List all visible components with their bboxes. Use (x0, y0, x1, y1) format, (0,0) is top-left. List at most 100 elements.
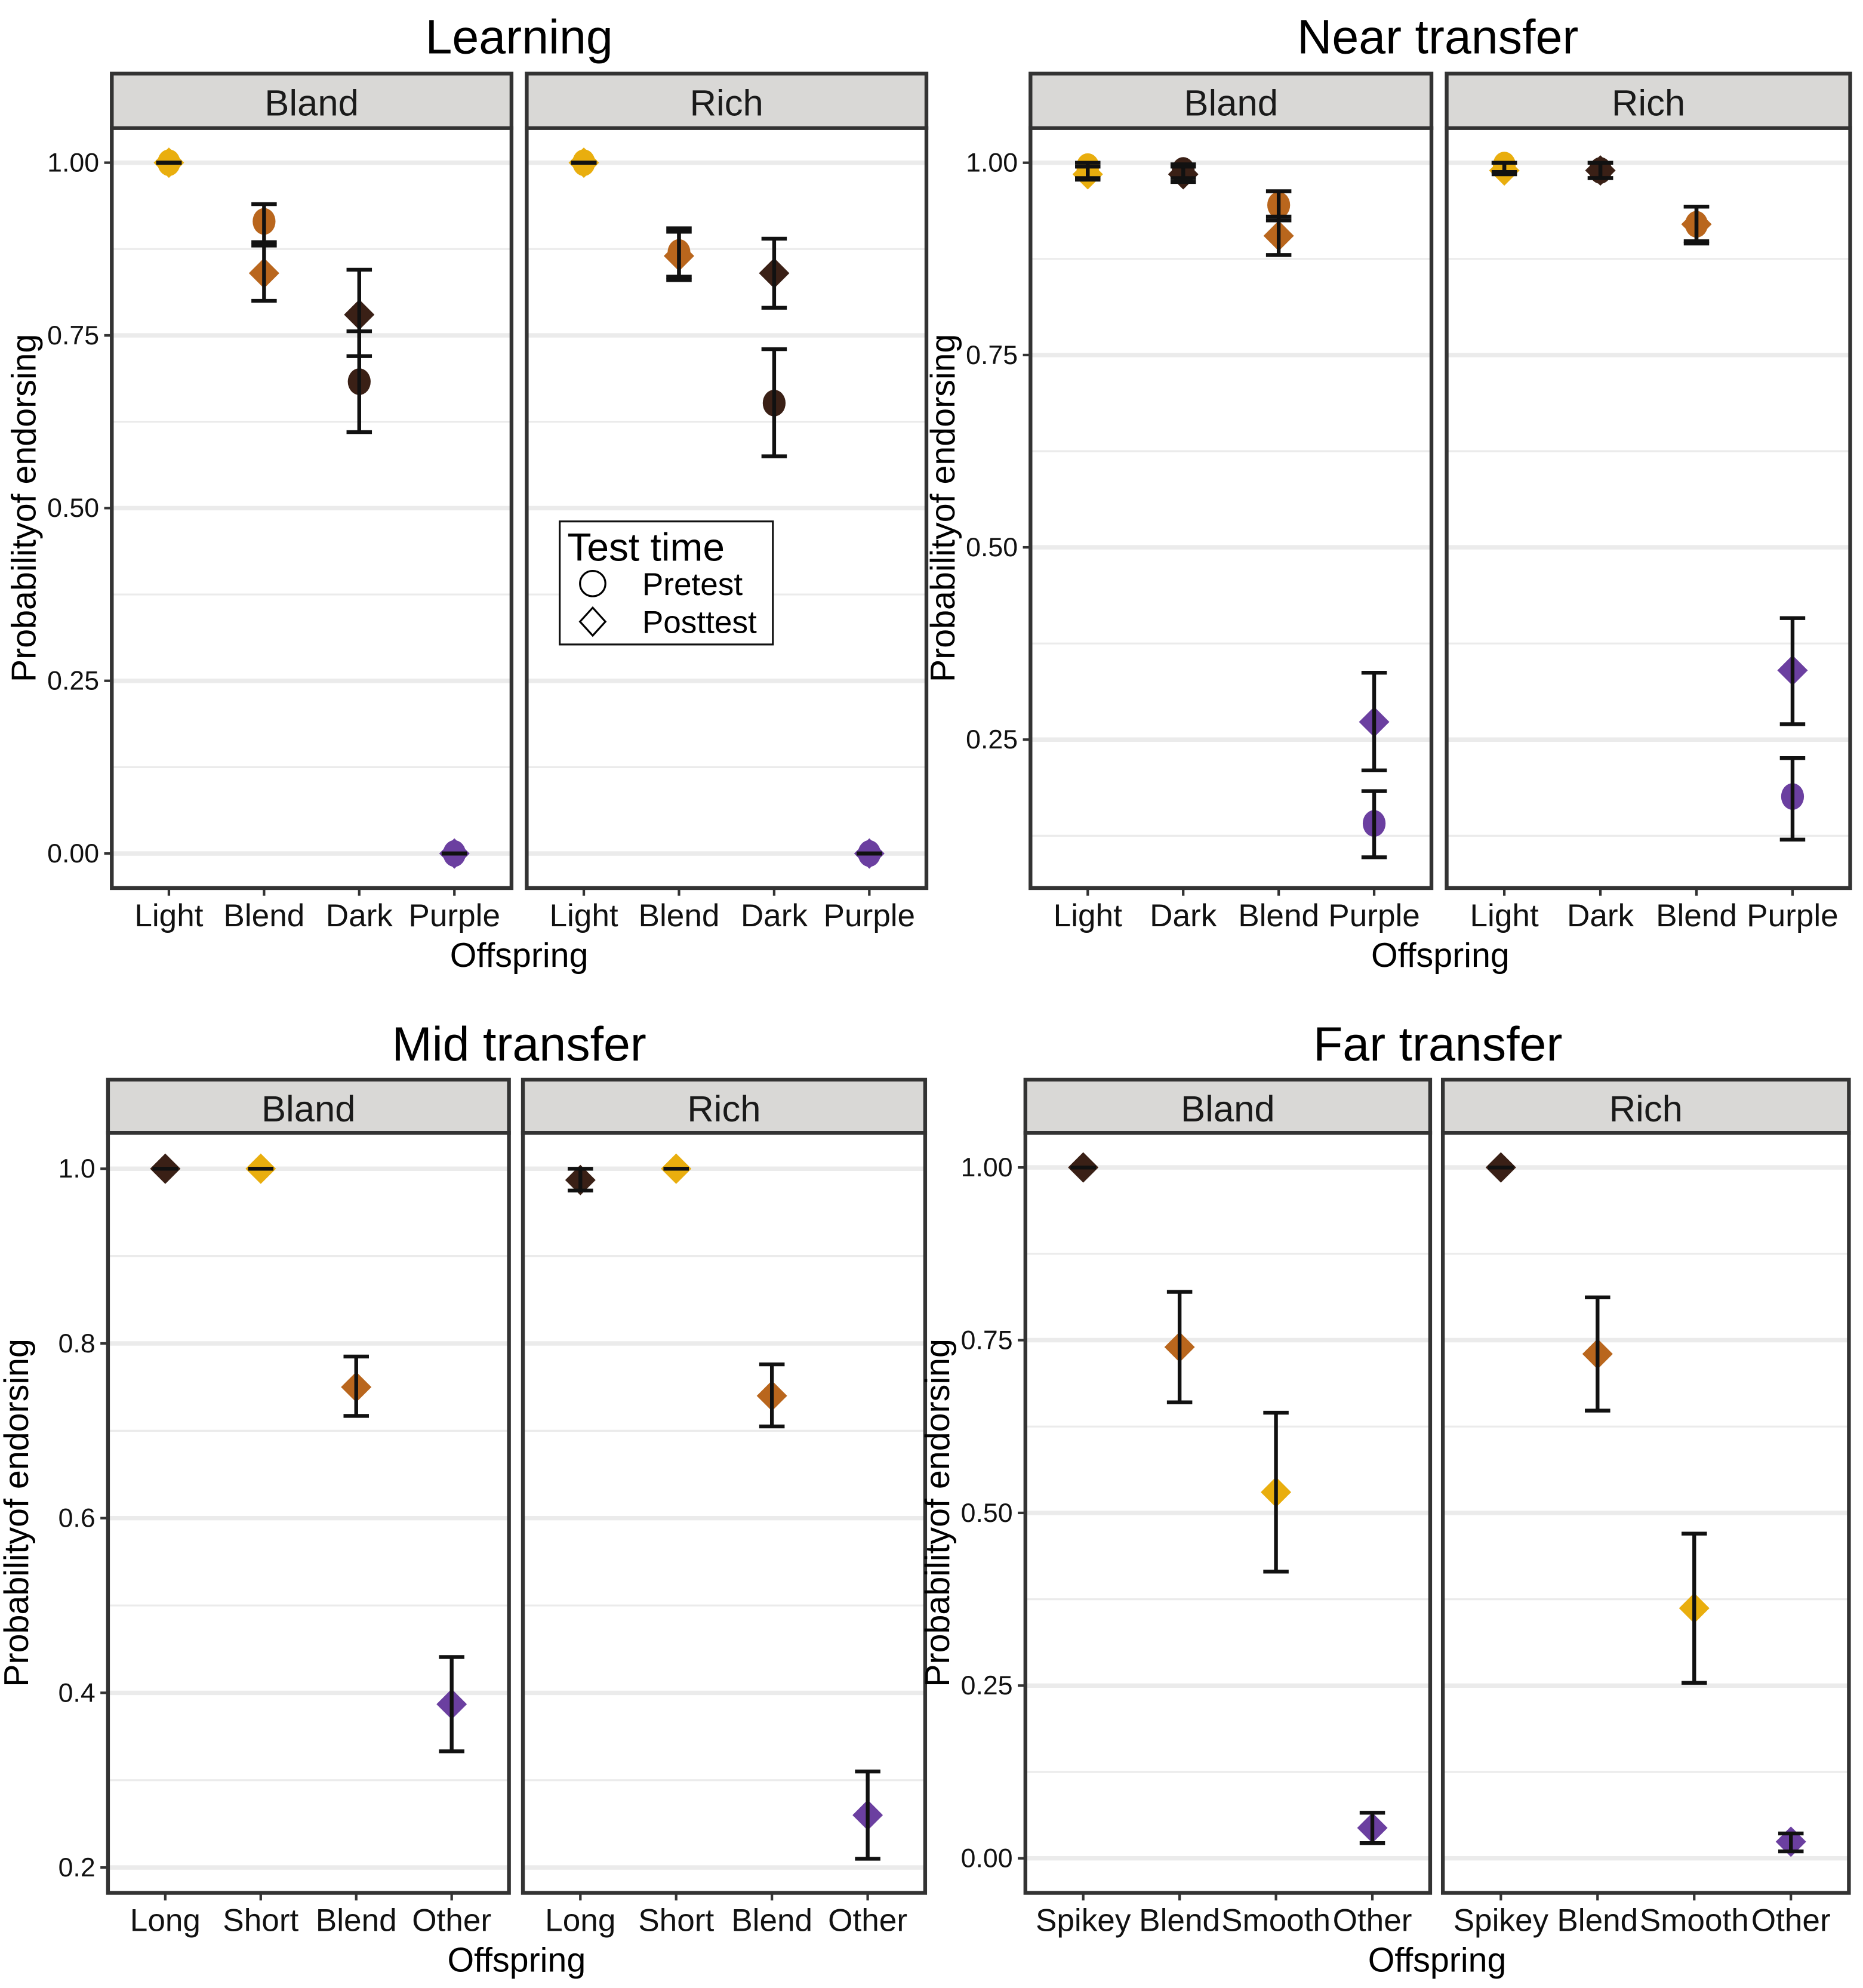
y-axis-label: Probabilityof endorsing (919, 1339, 957, 1687)
y-tick-label: 1.00 (47, 148, 99, 177)
x-tick-label: Blend (1656, 898, 1737, 933)
x-tick-label: Blend (731, 1903, 812, 1938)
error-bar-posttest-dark (761, 236, 787, 310)
facet-strip (525, 72, 929, 130)
x-tick-label: Short (223, 1903, 298, 1938)
y-tick-label: 0.4 (58, 1678, 96, 1707)
y-tick-label: 0.25 (961, 1671, 1013, 1700)
error-bar-posttest-purple (1779, 616, 1806, 726)
facet-strip (1029, 72, 1434, 130)
legend-box (559, 520, 774, 646)
x-tick-label: Blend (223, 898, 304, 933)
error-bar-posttest-blend (759, 1362, 785, 1429)
x-tick-label: Purple (1328, 898, 1420, 933)
x-tick-label: Spikey (1036, 1903, 1131, 1938)
panel-border (1023, 1131, 1433, 1895)
y-axis-label: Probabilityof endorsing (924, 334, 962, 683)
x-tick-label: Other (1751, 1903, 1831, 1938)
facet-panel-rich: Rich Long Short Blend Other (521, 1077, 928, 1938)
x-tick-label: Long (130, 1903, 201, 1938)
x-tick-label: Purple (408, 898, 500, 933)
error-bar-posttest-dark (1587, 161, 1613, 180)
facet-strip-label: Rich (690, 82, 763, 124)
x-tick-label: Dark (326, 898, 393, 933)
x-tick-label: Other (828, 1903, 907, 1938)
error-bar-posttest-long (568, 1167, 593, 1193)
facet-panel-rich: Rich Light Dark Blend Purple (1445, 72, 1852, 933)
x-tick-label: Dark (1567, 898, 1634, 933)
x-tick-label: Purple (1747, 898, 1839, 933)
error-bar-posttest-blend (1683, 204, 1710, 244)
error-bar-pretest-purple (1361, 789, 1387, 859)
chart-title: Learning (425, 10, 612, 64)
error-bar-pretest-purple (1779, 756, 1806, 842)
facet-strip-label: Rich (687, 1089, 760, 1130)
y-axis-label: Probabilityof endorsing (0, 1339, 36, 1687)
y-tick-label: 0.25 (966, 725, 1018, 754)
error-bar-posttest-blend (1265, 214, 1292, 257)
facet-strip-label: Rich (1609, 1089, 1683, 1130)
x-tick-label: Blend (1238, 898, 1319, 933)
chart-title: Mid transfer (392, 1018, 646, 1071)
error-bar-posttest-smooth (1682, 1531, 1707, 1685)
x-tick-label: Long (545, 1903, 615, 1938)
y-tick-label: 0.00 (47, 839, 99, 868)
x-axis-label: Offspring (450, 936, 589, 975)
legend-label-posttest: Posttest (642, 605, 757, 640)
y-tick-label: 0.75 (966, 341, 1018, 370)
chart-learning: Learning Offspring Probabilityof endorsing… (5, 10, 929, 975)
error-bar-posttest-purple (1361, 670, 1387, 773)
facet-strip-label: Bland (1184, 82, 1278, 124)
chart-far-transfer: Far transfer Offspring Probabilityof endor… (919, 1018, 1851, 1979)
x-tick-label: Light (549, 898, 618, 933)
error-bar-posttest-other (1359, 1811, 1385, 1845)
x-tick-label: Spikey (1454, 1903, 1549, 1938)
facet-panel-bland: Bland Long Short Blend Other (106, 1077, 511, 1938)
y-tick-label: 0.50 (47, 494, 99, 523)
y-tick-label: 0.6 (58, 1504, 96, 1533)
plot-background (523, 1133, 925, 1893)
plot-background (1030, 128, 1432, 889)
x-tick-label: Blend (316, 1903, 397, 1938)
y-tick-label: 0.25 (47, 667, 99, 696)
y-tick-label: 1.00 (966, 149, 1018, 178)
x-tick-label: Light (134, 898, 203, 933)
chart-mid-transfer: Mid transfer Offspring Probabilityof endor… (0, 1018, 928, 1979)
error-bar-posttest-other (855, 1769, 880, 1861)
facet-strip (110, 72, 514, 130)
legend-posttest-diamond-icon (578, 606, 607, 637)
panel-border (110, 126, 514, 890)
x-tick-label: Short (638, 1903, 714, 1938)
x-axis-label: Offspring (1368, 1941, 1507, 1979)
x-tick-label: Light (1054, 898, 1122, 933)
y-tick-label: 0.75 (961, 1326, 1013, 1355)
x-tick-label: Dark (741, 898, 808, 933)
error-bar-posttest-other (439, 1655, 464, 1753)
x-tick-label: Smooth (1221, 1903, 1331, 1938)
legend-title: Test time (567, 525, 725, 569)
facet-panel-bland: Bland Light Dark Blend Purple (1029, 72, 1434, 933)
error-bar-pretest-blend (251, 202, 277, 244)
x-tick-label: Dark (1150, 898, 1217, 933)
y-tick-label: 0.2 (58, 1853, 96, 1882)
error-bar-posttest-light (1491, 161, 1517, 177)
facet-strip-label: Bland (261, 1089, 356, 1130)
y-tick-label: 0.00 (961, 1844, 1013, 1873)
plot-background (107, 1133, 509, 1893)
error-bar-pretest-dark (761, 347, 787, 458)
x-tick-label: Purple (824, 898, 916, 933)
panel-border (106, 1131, 511, 1895)
legend-label-pretest: Pretest (642, 567, 743, 602)
panel-border (521, 1131, 928, 1895)
panel-border (1029, 126, 1434, 890)
x-tick-label: Other (1333, 1903, 1412, 1938)
x-tick-label: Blend (1557, 1903, 1638, 1938)
y-tick-label: 0.50 (966, 533, 1018, 562)
chart-title: Far transfer (1313, 1018, 1562, 1071)
facet-strip-label: Rich (1612, 82, 1685, 124)
facet-panel-bland: Bland Spikey Blend Smooth Other (1023, 1077, 1433, 1938)
y-tick-label: 1.00 (961, 1153, 1013, 1182)
panel-border (1440, 1131, 1851, 1895)
